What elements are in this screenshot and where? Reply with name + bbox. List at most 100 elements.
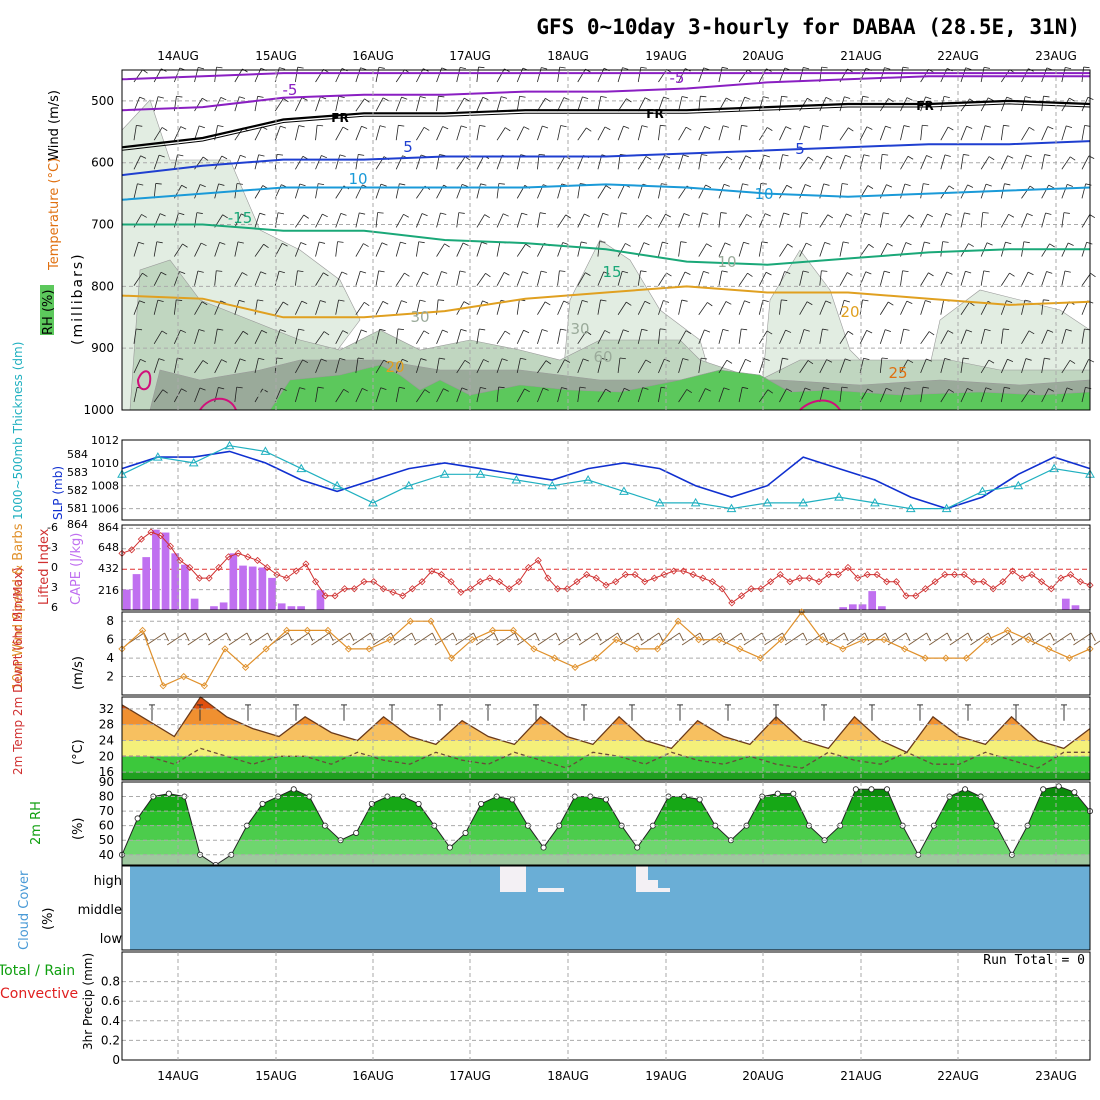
barb-flag [617, 632, 623, 642]
barb-flag [888, 301, 894, 306]
barb-staff [617, 388, 625, 403]
barb-flag [988, 359, 995, 364]
wind10-point [200, 682, 209, 690]
cape-bar [161, 532, 170, 610]
barb-flag [743, 241, 750, 245]
wind-barb [920, 213, 933, 228]
barb-staff [1021, 127, 1030, 141]
wind-barb [637, 214, 653, 228]
barb-flag [398, 386, 406, 389]
barb-flag [1065, 329, 1072, 332]
wind-barb [698, 329, 711, 344]
barb-flag [519, 95, 526, 98]
run-total: Run Total = 0 [983, 953, 1085, 968]
barb-flag [582, 96, 589, 100]
wind-barb [537, 125, 549, 141]
barb-flag [722, 328, 729, 332]
wind-barb [395, 300, 408, 315]
wind-barb [698, 154, 708, 170]
barb-staff [738, 155, 747, 170]
barb-flag [361, 329, 367, 333]
barb-flag [262, 388, 268, 393]
barb-staff [355, 154, 359, 170]
barb-flag [180, 329, 187, 333]
wind-barb [1061, 270, 1071, 286]
cape-bar [229, 553, 238, 610]
barb-flag [1003, 124, 1010, 127]
barb-flag [198, 67, 205, 70]
y-tick-label: 583 [67, 466, 88, 479]
barb-staff [335, 358, 340, 374]
li-point [960, 571, 968, 579]
barb-staff [920, 331, 930, 345]
rh-point [368, 800, 375, 807]
barb-flag [381, 242, 388, 246]
panel-frame [121, 696, 1091, 781]
barb-flag [601, 357, 608, 361]
label-precip-conv: Convective [0, 986, 78, 1002]
wind-barb [294, 183, 306, 199]
barb-flag [929, 331, 935, 336]
barb-staff [476, 214, 485, 228]
barb-flag [964, 212, 971, 215]
wind10-barb [331, 632, 355, 646]
wind-barb [315, 213, 328, 228]
wind-barb [476, 386, 487, 403]
barb-flag [681, 299, 688, 302]
minmax-whisker [821, 704, 827, 721]
cape-bar [132, 574, 141, 610]
barb-flag [217, 125, 224, 127]
barb-staff [859, 154, 865, 170]
rh-point [1055, 783, 1062, 790]
barb-flag [277, 212, 285, 215]
barb-staff [779, 299, 782, 315]
barb-flag [925, 300, 932, 303]
wind-barb [375, 270, 385, 286]
wind-barb [133, 155, 147, 170]
barb-flag [539, 212, 546, 215]
barb-flag [340, 212, 347, 216]
barb-flag [645, 156, 652, 160]
barb-flag [420, 358, 427, 361]
barb-staff [1041, 388, 1049, 403]
isotherm-label: -15 [228, 209, 253, 227]
y-tick-label: -6 [47, 521, 58, 534]
barb-flag [885, 329, 891, 332]
barb-flag [646, 214, 653, 219]
barb-staff [960, 271, 966, 286]
barb-flag [988, 156, 995, 161]
barb-staff [900, 125, 905, 141]
barb-staff [859, 299, 863, 315]
barb-flag [403, 213, 409, 218]
li-point [718, 585, 726, 593]
li-point [137, 535, 145, 543]
barb-staff [315, 213, 323, 228]
barb-flag [746, 214, 753, 218]
barb-staff [315, 241, 320, 257]
wind-barb [537, 212, 546, 228]
barb-flag [280, 125, 287, 129]
barb-flag [379, 125, 386, 128]
wind-barb [355, 243, 369, 257]
wind-barb [1000, 300, 1013, 315]
barb-staff [294, 67, 299, 83]
minmax-whisker [293, 704, 299, 721]
barb-staff [290, 632, 310, 646]
wind-barb [355, 125, 368, 141]
minmax-whisker [917, 704, 923, 721]
barb-staff [1000, 214, 1009, 228]
barb-staff [234, 272, 243, 286]
wind10-point [592, 654, 600, 662]
barb-flag [682, 154, 689, 158]
barb-flag [522, 271, 529, 275]
barb-flag [197, 270, 204, 273]
barb-staff [758, 213, 766, 228]
barb-staff [1081, 67, 1084, 83]
barb-staff [1081, 214, 1091, 228]
barb-flag [703, 270, 710, 274]
wind-barb [577, 96, 589, 112]
barb-flag [444, 243, 450, 248]
wind-barb [456, 125, 467, 141]
wind-barb [1000, 213, 1015, 228]
